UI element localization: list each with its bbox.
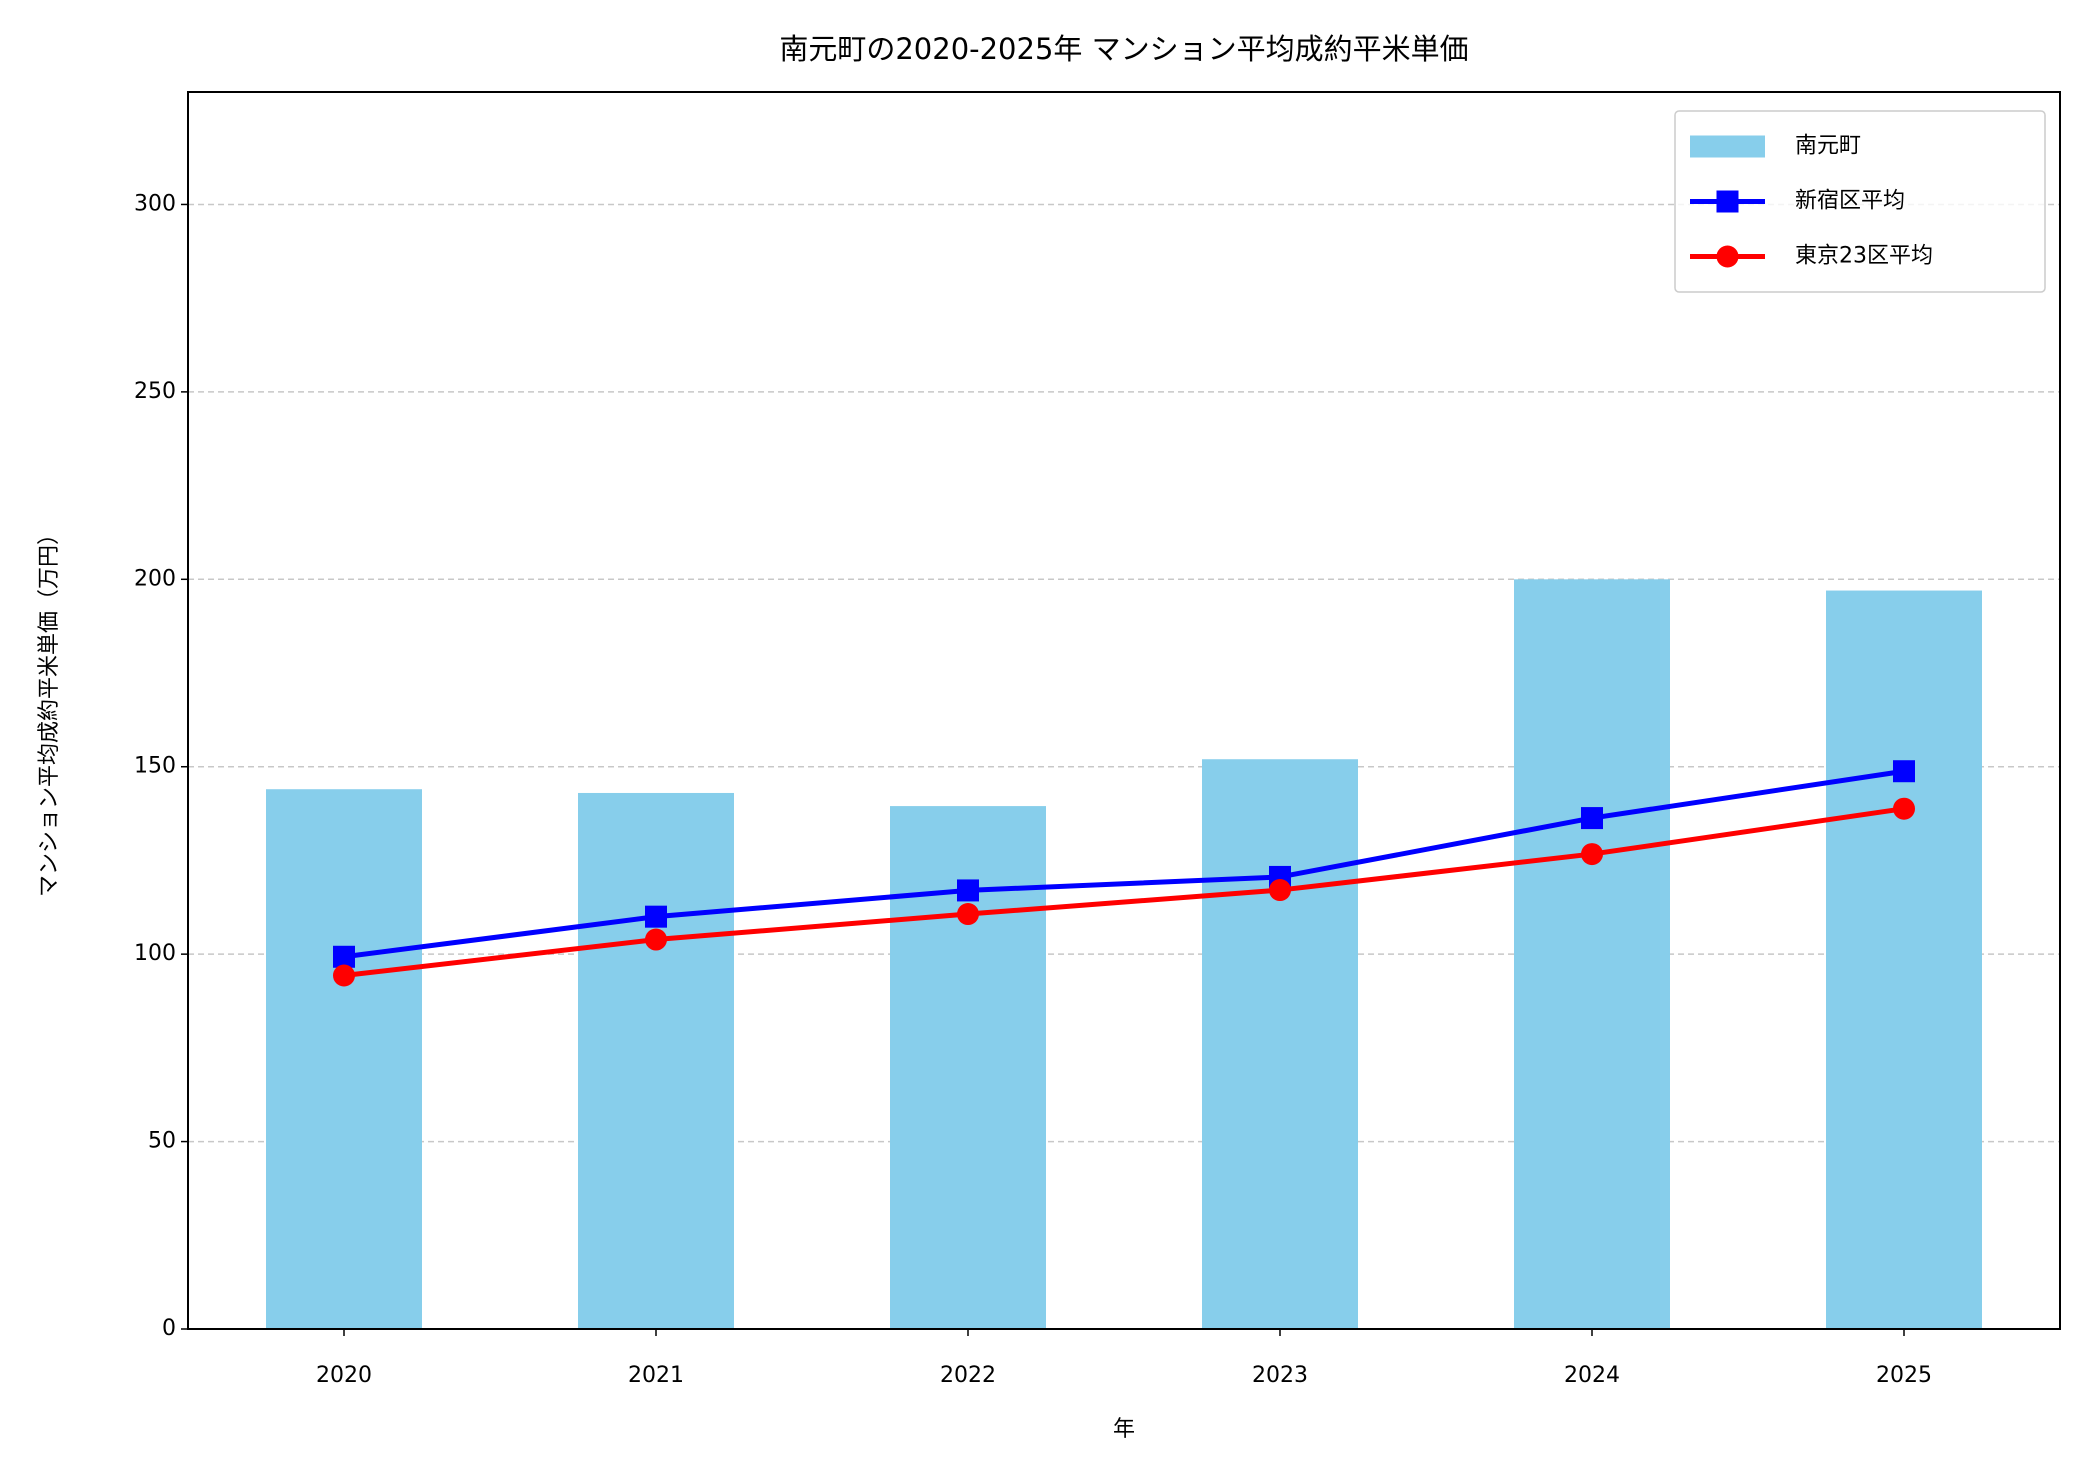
point bbox=[1269, 879, 1291, 902]
legend-marker bbox=[1716, 245, 1739, 268]
y-tick-label: 250 bbox=[134, 379, 176, 404]
y-tick-label: 200 bbox=[134, 566, 176, 591]
point bbox=[645, 905, 667, 928]
plot-frame bbox=[187, 91, 2061, 1330]
y-tick-label: 0 bbox=[162, 1316, 176, 1341]
point bbox=[957, 879, 979, 902]
bar bbox=[1514, 579, 1670, 1329]
legend-swatch bbox=[1690, 135, 1765, 158]
point bbox=[333, 945, 355, 968]
y-tick-label: 300 bbox=[134, 191, 176, 216]
bar bbox=[266, 789, 422, 1329]
x-tick-label: 2021 bbox=[628, 1363, 684, 1388]
y-tick-label: 150 bbox=[134, 754, 176, 779]
y-tick-label: 100 bbox=[134, 941, 176, 966]
x-tick-label: 2024 bbox=[1564, 1363, 1620, 1388]
legend-label: 東京23区平均 bbox=[1795, 244, 1933, 269]
legend-marker bbox=[1716, 190, 1739, 213]
y-axis-label: マンション平均成約平米単価（万円） bbox=[37, 523, 62, 897]
x-tick-label: 2025 bbox=[1876, 1363, 1932, 1388]
legend-label: 南元町 bbox=[1795, 134, 1861, 159]
point bbox=[1893, 797, 1915, 820]
point bbox=[957, 903, 979, 926]
point bbox=[645, 928, 667, 951]
bar bbox=[1202, 759, 1358, 1329]
bar bbox=[1826, 590, 1982, 1329]
x-tick-label: 2023 bbox=[1252, 1363, 1308, 1388]
line bbox=[343, 806, 1905, 979]
legend-frame bbox=[1674, 110, 2046, 293]
x-axis-label: 年 bbox=[1113, 1417, 1135, 1442]
y-tick-label: 50 bbox=[148, 1129, 176, 1154]
bar bbox=[578, 792, 734, 1329]
legend-label: 新宿区平均 bbox=[1795, 189, 1905, 214]
point bbox=[1581, 843, 1603, 866]
x-tick-label: 2020 bbox=[316, 1363, 372, 1388]
x-tick-label: 2022 bbox=[940, 1363, 996, 1388]
point bbox=[1893, 760, 1915, 783]
point bbox=[1581, 807, 1603, 830]
chart-title: 南元町の2020-2025年 マンション平均成約平米単価 bbox=[779, 32, 1468, 66]
line bbox=[343, 768, 1905, 960]
point bbox=[333, 964, 355, 987]
